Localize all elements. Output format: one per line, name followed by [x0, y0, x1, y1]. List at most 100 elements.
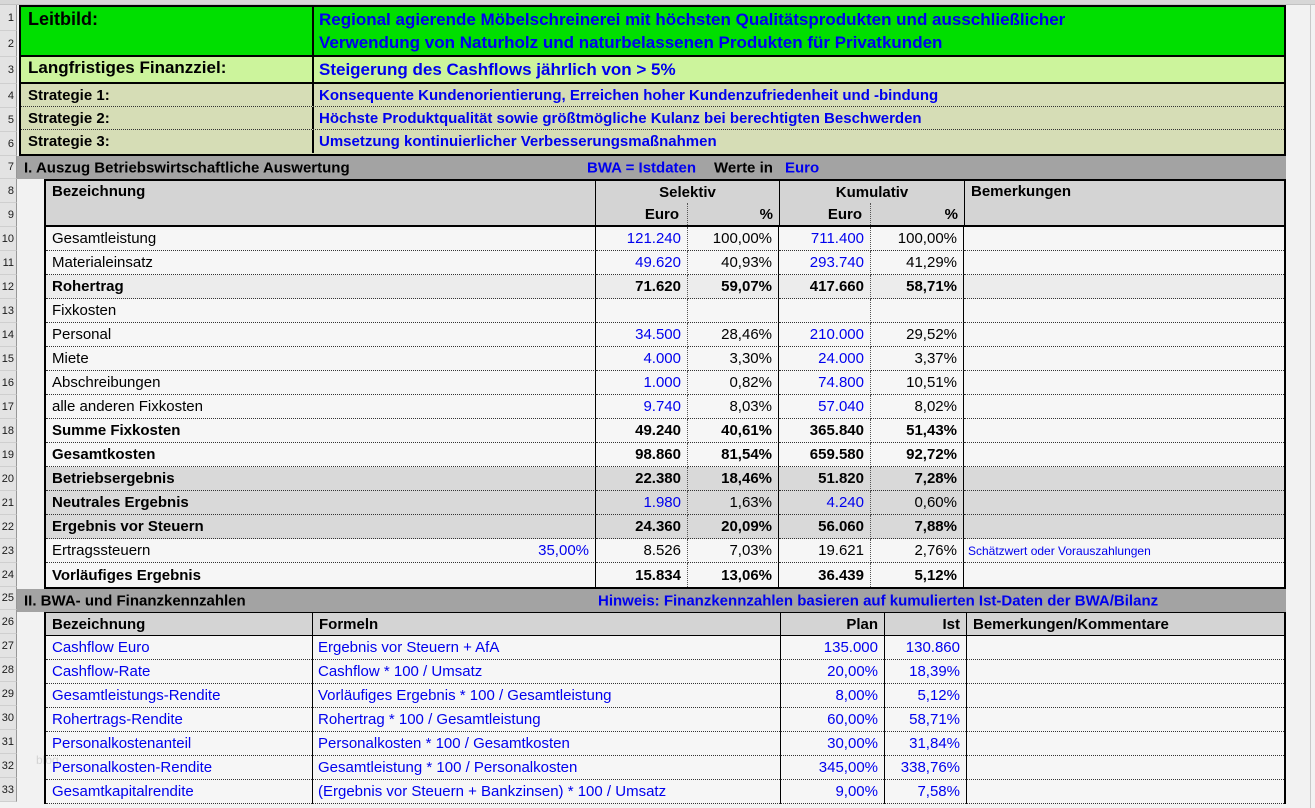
cell-bemerkung[interactable]: [964, 371, 1284, 395]
header-kumulativ-prozent[interactable]: %: [944, 206, 958, 223]
cell-bezeichnung[interactable]: Betriebsergebnis: [46, 467, 596, 491]
row-number[interactable]: 26: [0, 610, 17, 634]
cell-selektiv-euro[interactable]: 24.360: [596, 515, 688, 539]
cell-selektiv-prozent[interactable]: 3,30%: [688, 347, 779, 371]
cell-kumulativ-prozent[interactable]: 8,02%: [871, 395, 964, 419]
cell-kumulativ-euro[interactable]: 417.660: [779, 275, 871, 299]
cell-ist[interactable]: 130.860: [884, 636, 966, 660]
row-number[interactable]: 28: [0, 658, 17, 682]
cell-kumulativ-prozent[interactable]: 0,60%: [871, 491, 964, 515]
cell-kumulativ-euro[interactable]: 210.000: [779, 323, 871, 347]
cell-formel[interactable]: Vorläufiges Ergebnis * 100 / Gesamtleist…: [312, 684, 780, 708]
row-number[interactable]: 17: [0, 395, 17, 419]
cell-kommentar[interactable]: [966, 756, 1284, 780]
header-selektiv-euro[interactable]: Euro: [596, 203, 688, 225]
cell-selektiv-prozent[interactable]: 0,82%: [688, 371, 779, 395]
cell-selektiv-euro[interactable]: 1.980: [596, 491, 688, 515]
cell-selektiv-euro[interactable]: 49.620: [596, 251, 688, 275]
cell-bezeichnung[interactable]: Rohertrag: [46, 275, 596, 299]
hinweis-note[interactable]: Hinweis: Finanzkennzahlen basieren auf k…: [598, 592, 1159, 609]
cell-kumulativ-euro[interactable]: 56.060: [779, 515, 871, 539]
cell-kumulativ-prozent[interactable]: 7,88%: [871, 515, 964, 539]
header-kommentare[interactable]: Bemerkungen/Kommentare: [966, 613, 1284, 635]
cell-bemerkung[interactable]: [964, 395, 1284, 419]
cell-kumulativ-euro[interactable]: 365.840: [779, 419, 871, 443]
cell-selektiv-euro[interactable]: 8.526: [596, 539, 688, 563]
cell-kumulativ-euro[interactable]: [779, 299, 871, 323]
cell-kennzahl-name[interactable]: Gesamtleistungs-Rendite: [46, 684, 312, 708]
cell-kommentar[interactable]: [966, 708, 1284, 732]
header-selektiv[interactable]: Selektiv: [659, 183, 716, 201]
cell-bemerkung[interactable]: [964, 323, 1284, 347]
cell-selektiv-prozent[interactable]: 20,09%: [688, 515, 779, 539]
cell-kommentar[interactable]: [966, 684, 1284, 708]
header-kpi-bezeichnung[interactable]: Bezeichnung: [52, 615, 146, 633]
row-number[interactable]: 21: [0, 491, 17, 515]
cell-selektiv-euro[interactable]: 121.240: [596, 227, 688, 251]
cell-kumulativ-prozent[interactable]: 51,43%: [871, 419, 964, 443]
cell-ist[interactable]: 5,12%: [884, 684, 966, 708]
cell-formel[interactable]: Gesamtleistung * 100 / Personalkosten: [312, 756, 780, 780]
cell-bemerkung[interactable]: [964, 515, 1284, 539]
cell-kumulativ-prozent[interactable]: 92,72%: [871, 443, 964, 467]
cell-plan[interactable]: 20,00%: [780, 660, 884, 684]
cell-ist[interactable]: 31,84%: [884, 732, 966, 756]
row-number[interactable]: 29: [0, 682, 17, 706]
cell-bezeichnung[interactable]: alle anderen Fixkosten: [46, 395, 596, 419]
header-bemerkungen[interactable]: Bemerkungen: [964, 181, 1284, 225]
cell-kumulativ-euro[interactable]: 57.040: [779, 395, 871, 419]
cell-selektiv-prozent[interactable]: 18,46%: [688, 467, 779, 491]
cell-bemerkung[interactable]: [964, 251, 1284, 275]
strategy-1-text[interactable]: Konsequente Kundenorientierung, Erreiche…: [312, 84, 1284, 106]
cell-kennzahl-name[interactable]: Gesamtkapitalrendite: [46, 780, 312, 804]
cell-bezeichnung[interactable]: Vorläufiges Ergebnis: [46, 563, 596, 587]
row-number[interactable]: 24: [0, 563, 17, 587]
strategy-3-label[interactable]: Strategie 3:: [28, 133, 110, 150]
werte-in-unit[interactable]: Euro: [785, 159, 820, 176]
goal-label-cell[interactable]: Langfristiges Finanzziel:: [28, 58, 227, 77]
row-number[interactable]: 2: [0, 31, 17, 57]
header-plan[interactable]: Plan: [780, 613, 884, 635]
header-kumulativ[interactable]: Kumulativ: [779, 181, 964, 203]
cell-bemerkung[interactable]: [964, 443, 1284, 467]
cell-selektiv-euro[interactable]: 71.620: [596, 275, 688, 299]
row-number[interactable]: 22: [0, 515, 17, 539]
cell-kumulativ-euro[interactable]: 659.580: [779, 443, 871, 467]
cell-kumulativ-prozent[interactable]: 58,71%: [871, 275, 964, 299]
cell-selektiv-euro[interactable]: 49.240: [596, 419, 688, 443]
strategy-3-text[interactable]: Umsetzung kontinuierlicher Verbesserungs…: [312, 130, 1284, 153]
cell-kumulativ-euro[interactable]: 24.000: [779, 347, 871, 371]
mission-label-cell[interactable]: Leitbild:: [28, 9, 98, 29]
cell-kumulativ-prozent[interactable]: 10,51%: [871, 371, 964, 395]
cell-selektiv-euro[interactable]: 15.834: [596, 563, 688, 587]
cell-kumulativ-euro[interactable]: 19.621: [779, 539, 871, 563]
cell-kennzahl-name[interactable]: Personalkostenanteil: [46, 732, 312, 756]
cell-bezeichnung[interactable]: Materialeinsatz: [46, 251, 596, 275]
cell-selektiv-prozent[interactable]: 81,54%: [688, 443, 779, 467]
row-number[interactable]: 7: [0, 156, 17, 179]
header-ist[interactable]: Ist: [884, 613, 966, 635]
cell-formel[interactable]: Rohertrag * 100 / Gesamtleistung: [312, 708, 780, 732]
cell-selektiv-euro[interactable]: 4.000: [596, 347, 688, 371]
cell-kommentar[interactable]: [966, 780, 1284, 804]
cell-kennzahl-name[interactable]: Personalkosten-Rendite: [46, 756, 312, 780]
cell-ist[interactable]: 58,71%: [884, 708, 966, 732]
cell-bezeichnung[interactable]: Summe Fixkosten: [46, 419, 596, 443]
goal-text-cell[interactable]: Steigerung des Cashflows jährlich von > …: [312, 57, 1284, 82]
cell-bemerkung[interactable]: [964, 347, 1284, 371]
cell-selektiv-euro[interactable]: 1.000: [596, 371, 688, 395]
cell-selektiv-prozent[interactable]: 13,06%: [688, 563, 779, 587]
cell-selektiv-prozent[interactable]: 7,03%: [688, 539, 779, 563]
header-kumulativ-euro[interactable]: Euro: [779, 203, 871, 225]
row-number[interactable]: 23: [0, 539, 17, 563]
cell-kumulativ-prozent[interactable]: 41,29%: [871, 251, 964, 275]
row-number[interactable]: 8: [0, 179, 17, 203]
cell-bezeichnung[interactable]: Ertragssteuern 35,00%: [46, 539, 596, 563]
cell-ist[interactable]: 338,76%: [884, 756, 966, 780]
cell-selektiv-prozent[interactable]: 28,46%: [688, 323, 779, 347]
strategy-1-label[interactable]: Strategie 1:: [28, 86, 110, 104]
header-selektiv-prozent[interactable]: %: [759, 206, 773, 223]
cell-plan[interactable]: 30,00%: [780, 732, 884, 756]
cell-ist[interactable]: 7,58%: [884, 780, 966, 804]
cell-kumulativ-prozent[interactable]: 3,37%: [871, 347, 964, 371]
